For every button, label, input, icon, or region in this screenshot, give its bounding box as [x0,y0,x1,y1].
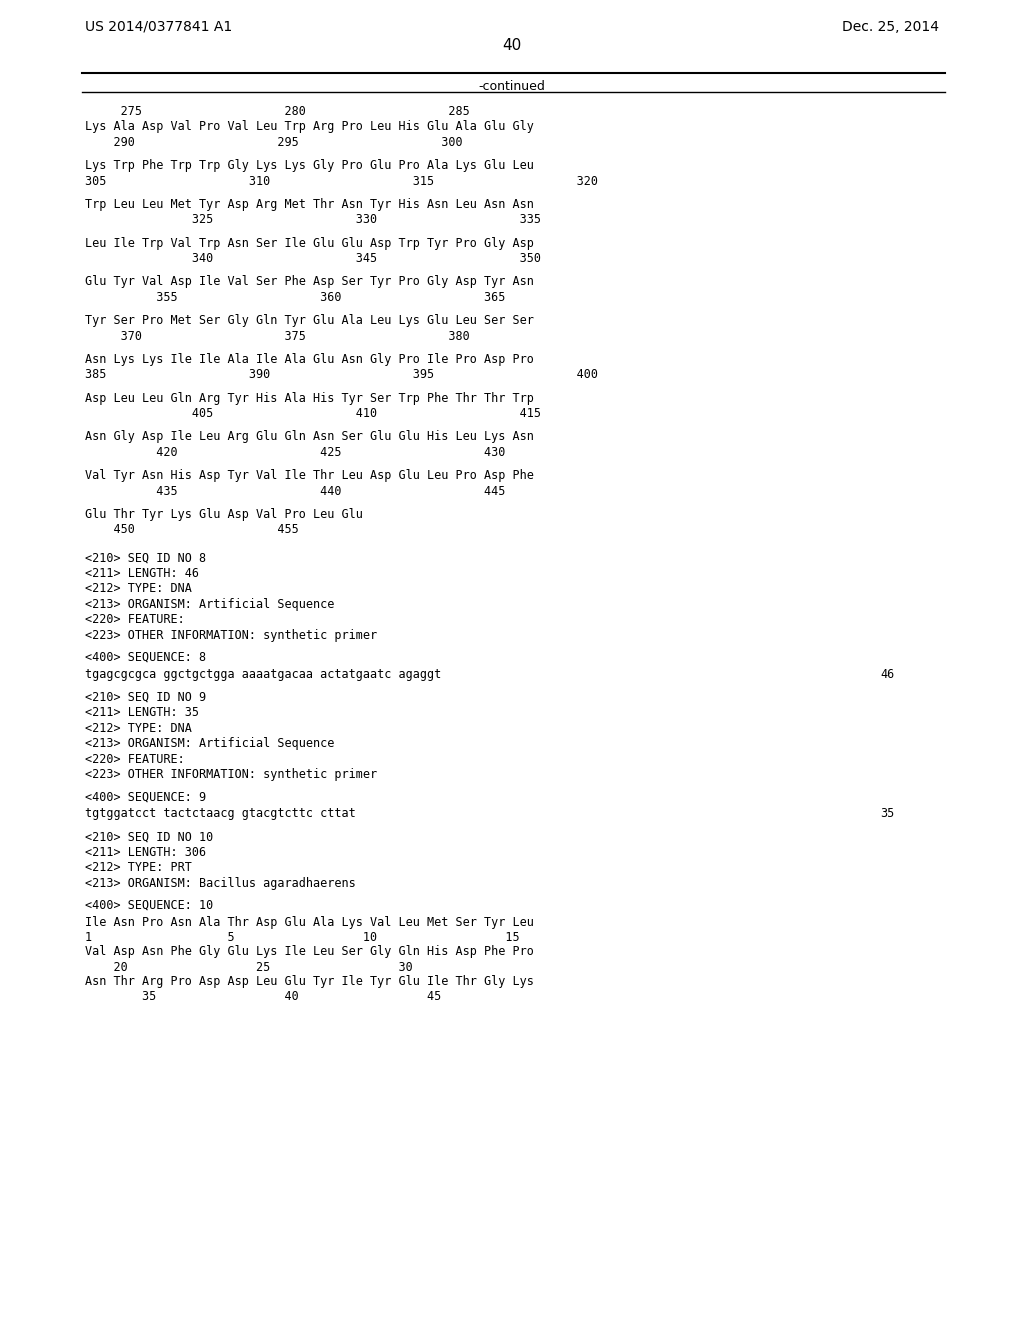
Text: 290                    295                    300: 290 295 300 [85,136,463,149]
Text: 35: 35 [880,807,894,820]
Text: 1                   5                  10                  15: 1 5 10 15 [85,931,519,944]
Text: <213> ORGANISM: Bacillus agaradhaerens: <213> ORGANISM: Bacillus agaradhaerens [85,876,355,890]
Text: <400> SEQUENCE: 10: <400> SEQUENCE: 10 [85,899,213,912]
Text: <223> OTHER INFORMATION: synthetic primer: <223> OTHER INFORMATION: synthetic prime… [85,768,377,781]
Text: Leu Ile Trp Val Trp Asn Ser Ile Glu Glu Asp Trp Tyr Pro Gly Asp: Leu Ile Trp Val Trp Asn Ser Ile Glu Glu … [85,236,534,249]
Text: Tyr Ser Pro Met Ser Gly Gln Tyr Glu Ala Leu Lys Glu Leu Ser Ser: Tyr Ser Pro Met Ser Gly Gln Tyr Glu Ala … [85,314,534,327]
Text: 40: 40 [503,38,521,53]
Text: <213> ORGANISM: Artificial Sequence: <213> ORGANISM: Artificial Sequence [85,738,335,750]
Text: <213> ORGANISM: Artificial Sequence: <213> ORGANISM: Artificial Sequence [85,598,335,611]
Text: <212> TYPE: DNA: <212> TYPE: DNA [85,722,191,735]
Text: Dec. 25, 2014: Dec. 25, 2014 [842,20,939,34]
Text: <210> SEQ ID NO 10: <210> SEQ ID NO 10 [85,830,213,843]
Text: <223> OTHER INFORMATION: synthetic primer: <223> OTHER INFORMATION: synthetic prime… [85,628,377,642]
Text: Lys Ala Asp Val Pro Val Leu Trp Arg Pro Leu His Glu Ala Glu Gly: Lys Ala Asp Val Pro Val Leu Trp Arg Pro … [85,120,534,133]
Text: <211> LENGTH: 35: <211> LENGTH: 35 [85,706,199,719]
Text: Lys Trp Phe Trp Trp Gly Lys Lys Gly Pro Glu Pro Ala Lys Glu Leu: Lys Trp Phe Trp Trp Gly Lys Lys Gly Pro … [85,160,534,172]
Text: Asn Gly Asp Ile Leu Arg Glu Gln Asn Ser Glu Glu His Leu Lys Asn: Asn Gly Asp Ile Leu Arg Glu Gln Asn Ser … [85,430,534,444]
Text: <220> FEATURE:: <220> FEATURE: [85,614,184,627]
Text: Val Asp Asn Phe Gly Glu Lys Ile Leu Ser Gly Gln His Asp Phe Pro: Val Asp Asn Phe Gly Glu Lys Ile Leu Ser … [85,945,534,958]
Text: 405                    410                    415: 405 410 415 [85,408,541,420]
Text: <400> SEQUENCE: 9: <400> SEQUENCE: 9 [85,791,206,803]
Text: <210> SEQ ID NO 9: <210> SEQ ID NO 9 [85,690,206,704]
Text: <212> TYPE: DNA: <212> TYPE: DNA [85,582,191,595]
Text: Glu Thr Tyr Lys Glu Asp Val Pro Leu Glu: Glu Thr Tyr Lys Glu Asp Val Pro Leu Glu [85,508,362,521]
Text: tgtggatcct tactctaacg gtacgtcttc cttat: tgtggatcct tactctaacg gtacgtcttc cttat [85,807,355,820]
Text: Trp Leu Leu Met Tyr Asp Arg Met Thr Asn Tyr His Asn Leu Asn Asn: Trp Leu Leu Met Tyr Asp Arg Met Thr Asn … [85,198,534,211]
Text: 450                    455: 450 455 [85,524,299,536]
Text: 35                  40                  45: 35 40 45 [85,990,441,1003]
Text: 340                    345                    350: 340 345 350 [85,252,541,265]
Text: 325                    330                    335: 325 330 335 [85,214,541,227]
Text: <220> FEATURE:: <220> FEATURE: [85,752,184,766]
Text: tgagcgcgca ggctgctgga aaaatgacaa actatgaatc agaggt: tgagcgcgca ggctgctgga aaaatgacaa actatga… [85,668,441,681]
Text: 370                    375                    380: 370 375 380 [85,330,470,343]
Text: 275                    280                    285: 275 280 285 [85,106,470,117]
Text: 420                    425                    430: 420 425 430 [85,446,506,459]
Text: <211> LENGTH: 46: <211> LENGTH: 46 [85,566,199,579]
Text: US 2014/0377841 A1: US 2014/0377841 A1 [85,20,232,34]
Text: -continued: -continued [478,81,546,92]
Text: Ile Asn Pro Asn Ala Thr Asp Glu Ala Lys Val Leu Met Ser Tyr Leu: Ile Asn Pro Asn Ala Thr Asp Glu Ala Lys … [85,916,534,929]
Text: 435                    440                    445: 435 440 445 [85,484,506,498]
Text: <210> SEQ ID NO 8: <210> SEQ ID NO 8 [85,552,206,565]
Text: Val Tyr Asn His Asp Tyr Val Ile Thr Leu Asp Glu Leu Pro Asp Phe: Val Tyr Asn His Asp Tyr Val Ile Thr Leu … [85,469,534,482]
Text: Asp Leu Leu Gln Arg Tyr His Ala His Tyr Ser Trp Phe Thr Thr Trp: Asp Leu Leu Gln Arg Tyr His Ala His Tyr … [85,392,534,405]
Text: <211> LENGTH: 306: <211> LENGTH: 306 [85,846,206,859]
Text: Asn Lys Lys Ile Ile Ala Ile Ala Glu Asn Gly Pro Ile Pro Asp Pro: Asn Lys Lys Ile Ile Ala Ile Ala Glu Asn … [85,352,534,366]
Text: Asn Thr Arg Pro Asp Asp Leu Glu Tyr Ile Tyr Glu Ile Thr Gly Lys: Asn Thr Arg Pro Asp Asp Leu Glu Tyr Ile … [85,974,534,987]
Text: 385                    390                    395                    400: 385 390 395 400 [85,368,598,381]
Text: 46: 46 [880,668,894,681]
Text: 20                  25                  30: 20 25 30 [85,961,413,974]
Text: <212> TYPE: PRT: <212> TYPE: PRT [85,862,191,874]
Text: <400> SEQUENCE: 8: <400> SEQUENCE: 8 [85,651,206,664]
Text: 305                    310                    315                    320: 305 310 315 320 [85,174,598,187]
Text: 355                    360                    365: 355 360 365 [85,290,506,304]
Text: Glu Tyr Val Asp Ile Val Ser Phe Asp Ser Tyr Pro Gly Asp Tyr Asn: Glu Tyr Val Asp Ile Val Ser Phe Asp Ser … [85,276,534,289]
